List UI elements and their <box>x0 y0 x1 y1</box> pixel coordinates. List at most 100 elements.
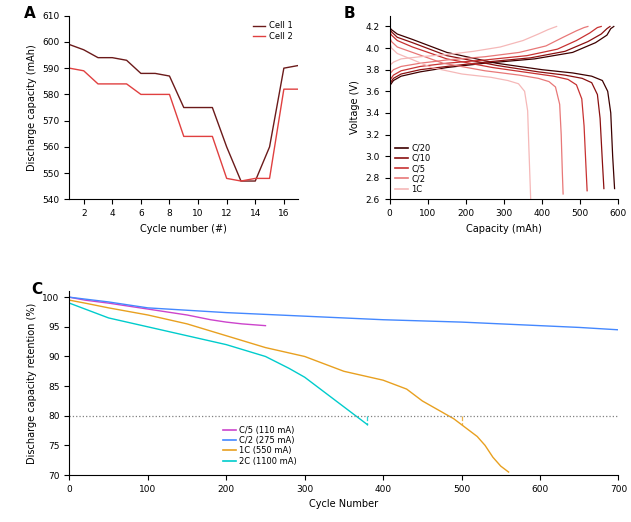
X-axis label: Capacity (mAh): Capacity (mAh) <box>466 224 542 234</box>
1C (550 mA) <box>466 428 473 434</box>
2C (1100 mA) <box>285 365 293 372</box>
Cell 1 <box>151 70 159 77</box>
C/2 (275 mA) <box>379 317 387 323</box>
Cell 1 <box>252 178 259 184</box>
Cell 1 <box>209 104 216 111</box>
Text: A: A <box>23 6 35 21</box>
2C (1100 mA) <box>363 421 371 428</box>
1C (550 mA) <box>457 421 465 428</box>
C/5 (110 mA) <box>81 297 89 303</box>
Cell 1 <box>223 144 230 150</box>
C/5 (110 mA) <box>262 323 269 329</box>
Legend: C/5 (110 mA), C/2 (275 mA), 1C (550 mA), 2C (1100 mA): C/5 (110 mA), C/2 (275 mA), 1C (550 mA),… <box>222 424 298 467</box>
Cell 1 <box>166 73 174 79</box>
Cell 1 <box>294 63 302 69</box>
2C (1100 mA) <box>105 315 112 321</box>
Cell 1 <box>94 54 102 61</box>
Cell 2 <box>266 175 273 182</box>
Text: C: C <box>31 282 42 297</box>
Cell 2 <box>223 175 230 182</box>
2C (1100 mA) <box>301 374 309 381</box>
Line: C/2 (275 mA): C/2 (275 mA) <box>69 297 618 330</box>
2C (1100 mA) <box>352 412 360 419</box>
X-axis label: Cycle number (#): Cycle number (#) <box>140 224 227 234</box>
1C (550 mA) <box>379 377 387 383</box>
C/2 (275 mA) <box>223 310 230 316</box>
Y-axis label: Discharge capacity retention (%): Discharge capacity retention (%) <box>27 303 37 464</box>
C/5 (110 mA) <box>66 294 73 300</box>
Cell 1 <box>66 41 73 48</box>
2C (1100 mA) <box>144 324 151 330</box>
C/2 (275 mA) <box>262 311 269 317</box>
Cell 2 <box>123 81 131 87</box>
Cell 1 <box>180 104 187 111</box>
C/2 (275 mA) <box>575 324 583 330</box>
1C (550 mA) <box>418 398 426 404</box>
Cell 1 <box>266 144 273 150</box>
C/2 (275 mA) <box>340 315 348 321</box>
C/2 (275 mA) <box>497 321 505 327</box>
Legend: C/20, C/10, C/5, C/2, 1C: C/20, C/10, C/5, C/2, 1C <box>394 142 432 195</box>
1C (550 mA) <box>223 333 230 339</box>
2C (1100 mA) <box>223 341 230 348</box>
Cell 2 <box>280 86 288 92</box>
C/5 (110 mA) <box>105 300 112 306</box>
Line: Cell 1: Cell 1 <box>69 44 298 181</box>
2C (1100 mA) <box>66 300 73 306</box>
C/5 (110 mA) <box>254 322 261 328</box>
1C (550 mA) <box>81 300 89 306</box>
C/2 (275 mA) <box>418 318 426 324</box>
2C (1100 mA) <box>360 419 367 425</box>
C/5 (110 mA) <box>144 306 151 312</box>
C/5 (110 mA) <box>207 317 215 323</box>
1C (550 mA) <box>497 463 505 469</box>
2C (1100 mA) <box>81 306 89 312</box>
1C (550 mA) <box>301 353 309 360</box>
Cell 2 <box>94 81 102 87</box>
Cell 2 <box>194 133 202 139</box>
Line: 1C (550 mA): 1C (550 mA) <box>69 300 509 472</box>
Cell 1 <box>137 70 144 77</box>
Y-axis label: Discharge capacity (mAh): Discharge capacity (mAh) <box>27 44 37 171</box>
2C (1100 mA) <box>183 333 191 339</box>
2C (1100 mA) <box>317 386 324 392</box>
1C (550 mA) <box>505 469 512 475</box>
1C (550 mA) <box>501 466 509 472</box>
Cell 2 <box>109 81 116 87</box>
C/2 (275 mA) <box>457 319 465 325</box>
Cell 2 <box>166 91 174 98</box>
1C (550 mA) <box>183 321 191 327</box>
2C (1100 mA) <box>262 353 269 360</box>
Cell 2 <box>209 133 216 139</box>
C/2 (275 mA) <box>615 327 622 333</box>
C/2 (275 mA) <box>301 313 309 319</box>
X-axis label: Cycle Number: Cycle Number <box>309 500 379 509</box>
Line: C/5 (110 mA): C/5 (110 mA) <box>69 297 266 326</box>
Cell 1 <box>123 57 131 63</box>
Cell 1 <box>280 65 288 72</box>
C/2 (275 mA) <box>66 294 73 300</box>
Y-axis label: Voltage (V): Voltage (V) <box>350 80 360 135</box>
1C (550 mA) <box>340 368 348 374</box>
C/2 (275 mA) <box>144 305 151 311</box>
Line: Cell 2: Cell 2 <box>69 68 298 181</box>
Cell 2 <box>137 91 144 98</box>
Text: B: B <box>344 6 355 21</box>
Cell 1 <box>194 104 202 111</box>
Cell 2 <box>66 65 73 72</box>
1C (550 mA) <box>66 297 73 303</box>
Line: 2C (1100 mA): 2C (1100 mA) <box>69 303 367 424</box>
1C (550 mA) <box>450 416 457 422</box>
C/2 (275 mA) <box>105 299 112 305</box>
Cell 1 <box>80 46 88 53</box>
Cell 2 <box>80 68 88 74</box>
1C (550 mA) <box>481 442 489 448</box>
C/5 (110 mA) <box>183 312 191 318</box>
C/5 (110 mA) <box>223 319 230 325</box>
Cell 1 <box>237 178 245 184</box>
1C (550 mA) <box>434 407 442 413</box>
1C (550 mA) <box>144 312 151 318</box>
Legend: Cell 1, Cell 2: Cell 1, Cell 2 <box>251 20 294 42</box>
Cell 2 <box>252 175 259 182</box>
C/2 (275 mA) <box>536 323 544 329</box>
